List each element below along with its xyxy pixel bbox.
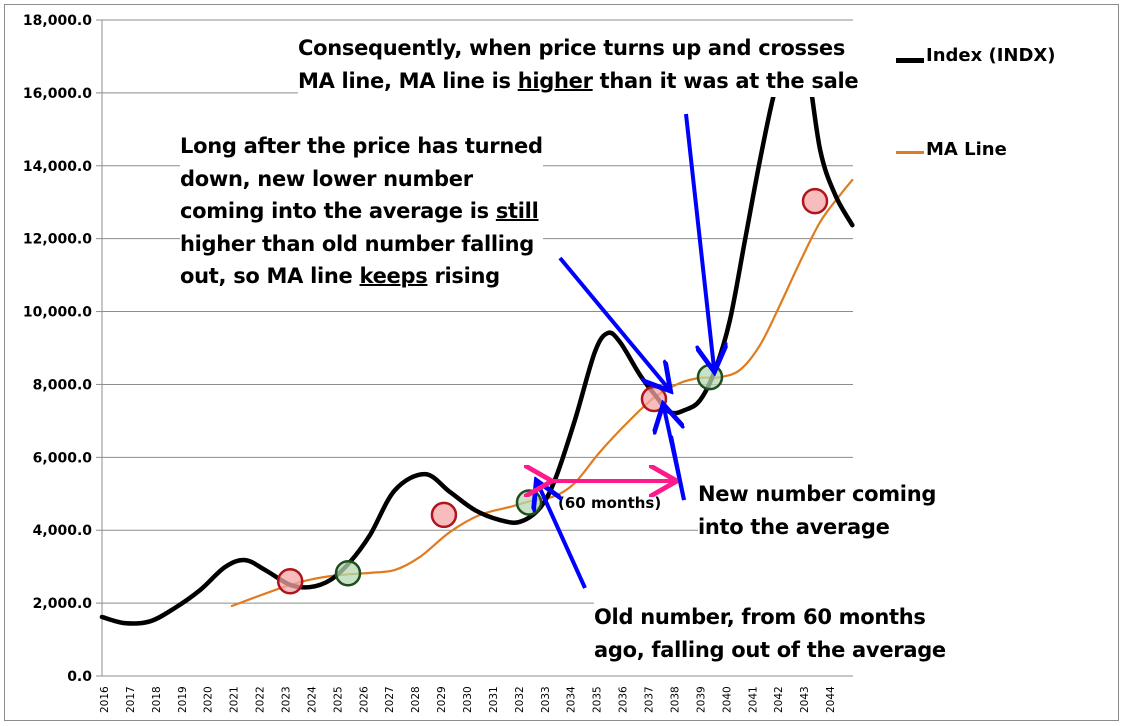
x-tick-label: 2039 bbox=[695, 686, 707, 713]
annotation-consequently: Consequently, when price turns up and cr… bbox=[298, 32, 859, 98]
legend-swatch-index bbox=[896, 58, 924, 63]
x-tick-label: 2037 bbox=[644, 686, 656, 713]
y-tick-label: 16,000.0 bbox=[23, 86, 92, 102]
sell-crossover-marker bbox=[276, 567, 304, 595]
x-tick-label: 2038 bbox=[669, 686, 681, 713]
x-tick-label: 2034 bbox=[566, 686, 578, 713]
text-run: out, so MA line bbox=[180, 264, 360, 288]
x-tick-label: 2021 bbox=[229, 686, 241, 713]
x-tick-label: 2027 bbox=[384, 686, 396, 713]
x-tick-label: 2033 bbox=[540, 686, 552, 713]
annotation-line: Consequently, when price turns up and cr… bbox=[298, 36, 846, 60]
x-tick-label: 2016 bbox=[99, 686, 111, 713]
underlined-word: keeps bbox=[359, 264, 428, 288]
underlined-word: higher bbox=[517, 68, 593, 93]
y-tick-label: 18,000.0 bbox=[23, 13, 92, 29]
x-tick-label: 2025 bbox=[332, 686, 344, 713]
y-axis-ticks: 0.0 2,000.0 4,000.0 6,000.0 8,000.0 10,000.0 1… bbox=[23, 13, 102, 685]
x-tick-label: 2022 bbox=[255, 686, 267, 713]
x-tick-label: 2024 bbox=[306, 686, 318, 713]
y-tick-label: 8,000.0 bbox=[33, 377, 93, 393]
y-tick-label: 0.0 bbox=[67, 669, 92, 685]
x-tick-label: 2036 bbox=[618, 686, 630, 713]
x-tick-label: 2043 bbox=[799, 686, 811, 713]
x-tick-label: 2042 bbox=[773, 686, 785, 713]
annotation-line: down, new lower number bbox=[180, 166, 473, 191]
x-tick-label: 2017 bbox=[125, 686, 137, 713]
y-tick-label: 6,000.0 bbox=[33, 450, 93, 466]
x-tick-label: 2031 bbox=[488, 686, 500, 713]
sell-crossover-marker bbox=[801, 187, 829, 215]
x-axis-ticks: 2016 2017 2018 2019 2020 2021 2022 2023 2024 2025… bbox=[99, 686, 837, 713]
x-tick-label: 2019 bbox=[177, 686, 189, 713]
legend-swatch-ma bbox=[896, 151, 924, 154]
annotation-line: higher than old number falling bbox=[180, 231, 535, 256]
annotation-line: MA line, MA line is higher than it was a… bbox=[298, 65, 859, 98]
x-tick-label: 2028 bbox=[410, 686, 422, 713]
annotation-sixty-months: (60 months) bbox=[558, 494, 662, 512]
x-tick-label: 2041 bbox=[747, 686, 759, 713]
annotation-line: coming into the average is still bbox=[180, 195, 543, 228]
annotation-line: New number coming bbox=[698, 482, 937, 506]
annotation-long-after: Long after the price has turned down, ne… bbox=[180, 130, 543, 293]
text-run: MA line, MA line is bbox=[298, 68, 518, 93]
x-tick-label: 2044 bbox=[825, 686, 837, 713]
x-tick-label: 2040 bbox=[721, 686, 733, 713]
text-run: rising bbox=[427, 264, 500, 288]
annotation-line: out, so MA line keeps rising bbox=[180, 260, 543, 293]
x-tick-label: 2020 bbox=[203, 686, 215, 713]
annotation-line: into the average bbox=[698, 514, 890, 539]
underlined-word: still bbox=[495, 199, 539, 223]
buy-crossover-marker bbox=[515, 489, 543, 516]
sell-crossover-marker bbox=[430, 501, 458, 529]
text-run: than it was at the sale bbox=[592, 68, 859, 93]
x-tick-label: 2026 bbox=[358, 686, 370, 713]
y-tick-label: 10,000.0 bbox=[23, 305, 92, 321]
x-tick-label: 2030 bbox=[462, 686, 474, 713]
x-tick-label: 2029 bbox=[436, 686, 448, 713]
buy-crossover-marker bbox=[696, 363, 724, 391]
y-tick-label: 2,000.0 bbox=[33, 596, 93, 612]
sell-crossover-marker bbox=[640, 385, 668, 413]
annotation-line: ago, falling out of the average bbox=[594, 637, 946, 662]
annotation-old-number: Old number, from 60 months ago, falling … bbox=[594, 601, 946, 666]
text-run: coming into the average is bbox=[180, 199, 496, 223]
buy-crossover-marker bbox=[334, 559, 362, 587]
x-tick-label: 2018 bbox=[151, 686, 163, 713]
x-tick-label: 2035 bbox=[592, 686, 604, 713]
annotation-line: Old number, from 60 months bbox=[594, 605, 926, 629]
y-tick-label: 14,000.0 bbox=[23, 159, 92, 175]
y-tick-label: 12,000.0 bbox=[23, 232, 92, 248]
x-tick-label: 2023 bbox=[281, 686, 293, 713]
x-tick-label: 2032 bbox=[514, 686, 526, 713]
series-line-ma bbox=[230, 178, 854, 608]
y-tick-label: 4,000.0 bbox=[33, 523, 93, 539]
annotation-new-number: New number coming into the average bbox=[698, 478, 936, 543]
legend-label-ma: MA Line bbox=[926, 139, 1007, 160]
legend-label-index: Index (INDX) bbox=[926, 45, 1056, 66]
annotation-line: Long after the price has turned bbox=[180, 134, 543, 158]
